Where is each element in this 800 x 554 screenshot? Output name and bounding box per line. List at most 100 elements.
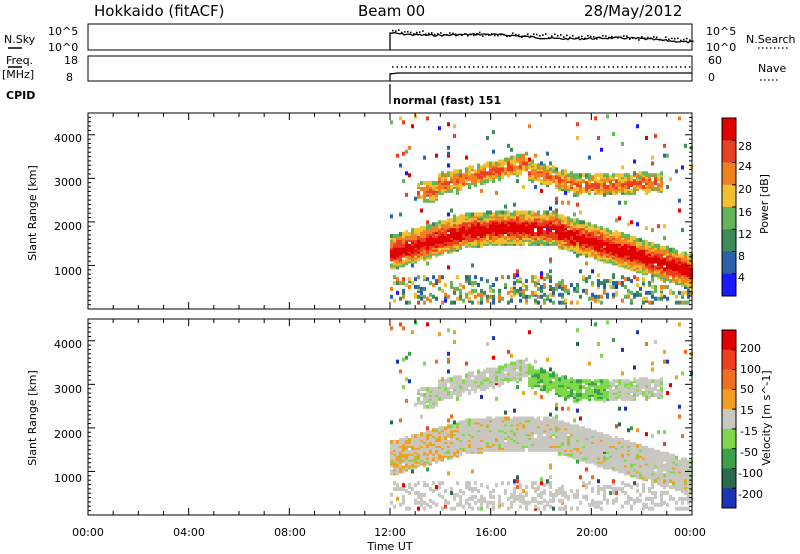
power-cell (537, 232, 540, 237)
power-cell (471, 212, 474, 217)
velocity-cell (609, 490, 612, 495)
power-cell (663, 294, 666, 299)
power-cell (399, 116, 402, 121)
power-cell (531, 210, 534, 215)
power-cell (459, 288, 462, 293)
power-cell (645, 296, 648, 301)
power-cell (411, 228, 414, 233)
power-cell (417, 190, 420, 195)
power-cell (684, 251, 687, 256)
power-cell (429, 253, 432, 258)
velocity-cell (450, 414, 453, 419)
velocity-cell (630, 451, 633, 456)
nsearch-point (599, 36, 601, 39)
velocity-cell (519, 367, 522, 372)
velocity-cell (501, 416, 504, 421)
power-cell (468, 275, 471, 280)
velocity-cell (417, 441, 420, 446)
power-cell (420, 247, 423, 252)
power-cell (510, 147, 513, 152)
velocity-cell (504, 434, 507, 439)
velocity-cell (558, 487, 561, 492)
velocity-cell (492, 418, 495, 423)
power-cell (420, 186, 423, 191)
power-cell (486, 175, 489, 180)
power-cell (453, 300, 456, 305)
power-cell (444, 181, 447, 186)
power-cell (552, 175, 555, 180)
power-cell (423, 194, 426, 199)
power-cell (399, 212, 402, 217)
power-cell (402, 120, 405, 125)
power-cell (465, 222, 468, 227)
power-cell (633, 171, 636, 176)
power-cell (627, 222, 630, 227)
power-cell (663, 257, 666, 262)
velocity-cell (576, 389, 579, 394)
power-cell (678, 300, 681, 305)
velocity-cell (567, 422, 570, 427)
power-cell (498, 288, 501, 293)
nsearch-point (593, 36, 595, 38)
power-cell (516, 279, 519, 284)
velocity-cell (495, 430, 498, 435)
velocity-cell (582, 426, 585, 431)
power-cell (519, 171, 522, 176)
power-cell (453, 214, 456, 219)
velocity-cell (423, 492, 426, 497)
power-cell (504, 204, 507, 209)
power-cell (423, 286, 426, 291)
power-cell (594, 173, 597, 178)
velocity-cell (504, 363, 507, 368)
power-cell (504, 283, 507, 288)
power-cell (591, 183, 594, 188)
nsearch-point (401, 31, 403, 34)
power-cell (462, 298, 465, 303)
velocity-cell (561, 506, 564, 511)
nsky-series-line (389, 31, 692, 50)
power-cell (630, 261, 633, 266)
power-cell (672, 290, 675, 295)
power-cell (426, 116, 429, 121)
power-cell (390, 294, 393, 299)
nsearch-point (656, 36, 658, 39)
velocity-cell (480, 381, 483, 386)
power-cell (612, 273, 615, 278)
nsearch-point (431, 32, 433, 34)
power-cell (534, 290, 537, 295)
power-cell (621, 232, 624, 237)
nsearch-point (611, 35, 613, 38)
velocity-cell (624, 500, 627, 505)
power-cell (540, 294, 543, 299)
power-cell (597, 279, 600, 284)
velocity-cell (471, 487, 474, 492)
velocity-cell (591, 381, 594, 386)
power-cell (519, 210, 522, 215)
velocity-cell (498, 500, 501, 505)
velocity-cell (492, 385, 495, 390)
velocity-cell (573, 418, 576, 423)
power-cell (681, 165, 684, 170)
power-cell (453, 134, 456, 139)
velocity-cell (504, 416, 507, 421)
power-cell (597, 273, 600, 278)
power-cell (426, 224, 429, 229)
power-cell (621, 241, 624, 246)
power-cell (474, 275, 477, 280)
power-cell (450, 300, 453, 305)
velocity-cell (507, 377, 510, 382)
velocity-cell (537, 369, 540, 374)
power-cell (573, 286, 576, 291)
velocity-cell (477, 418, 480, 423)
nsearch-point (530, 35, 532, 38)
power-cell (420, 194, 423, 199)
nave-label: Nave (758, 62, 786, 75)
velocity-cell (432, 489, 435, 494)
power-cell (477, 283, 480, 288)
nsearch-point (512, 32, 514, 35)
velocity-cell (582, 494, 585, 499)
velocity-cell (621, 347, 624, 352)
nsearch-series-points (392, 29, 694, 43)
power-cell (423, 300, 426, 305)
power-cell (423, 181, 426, 186)
